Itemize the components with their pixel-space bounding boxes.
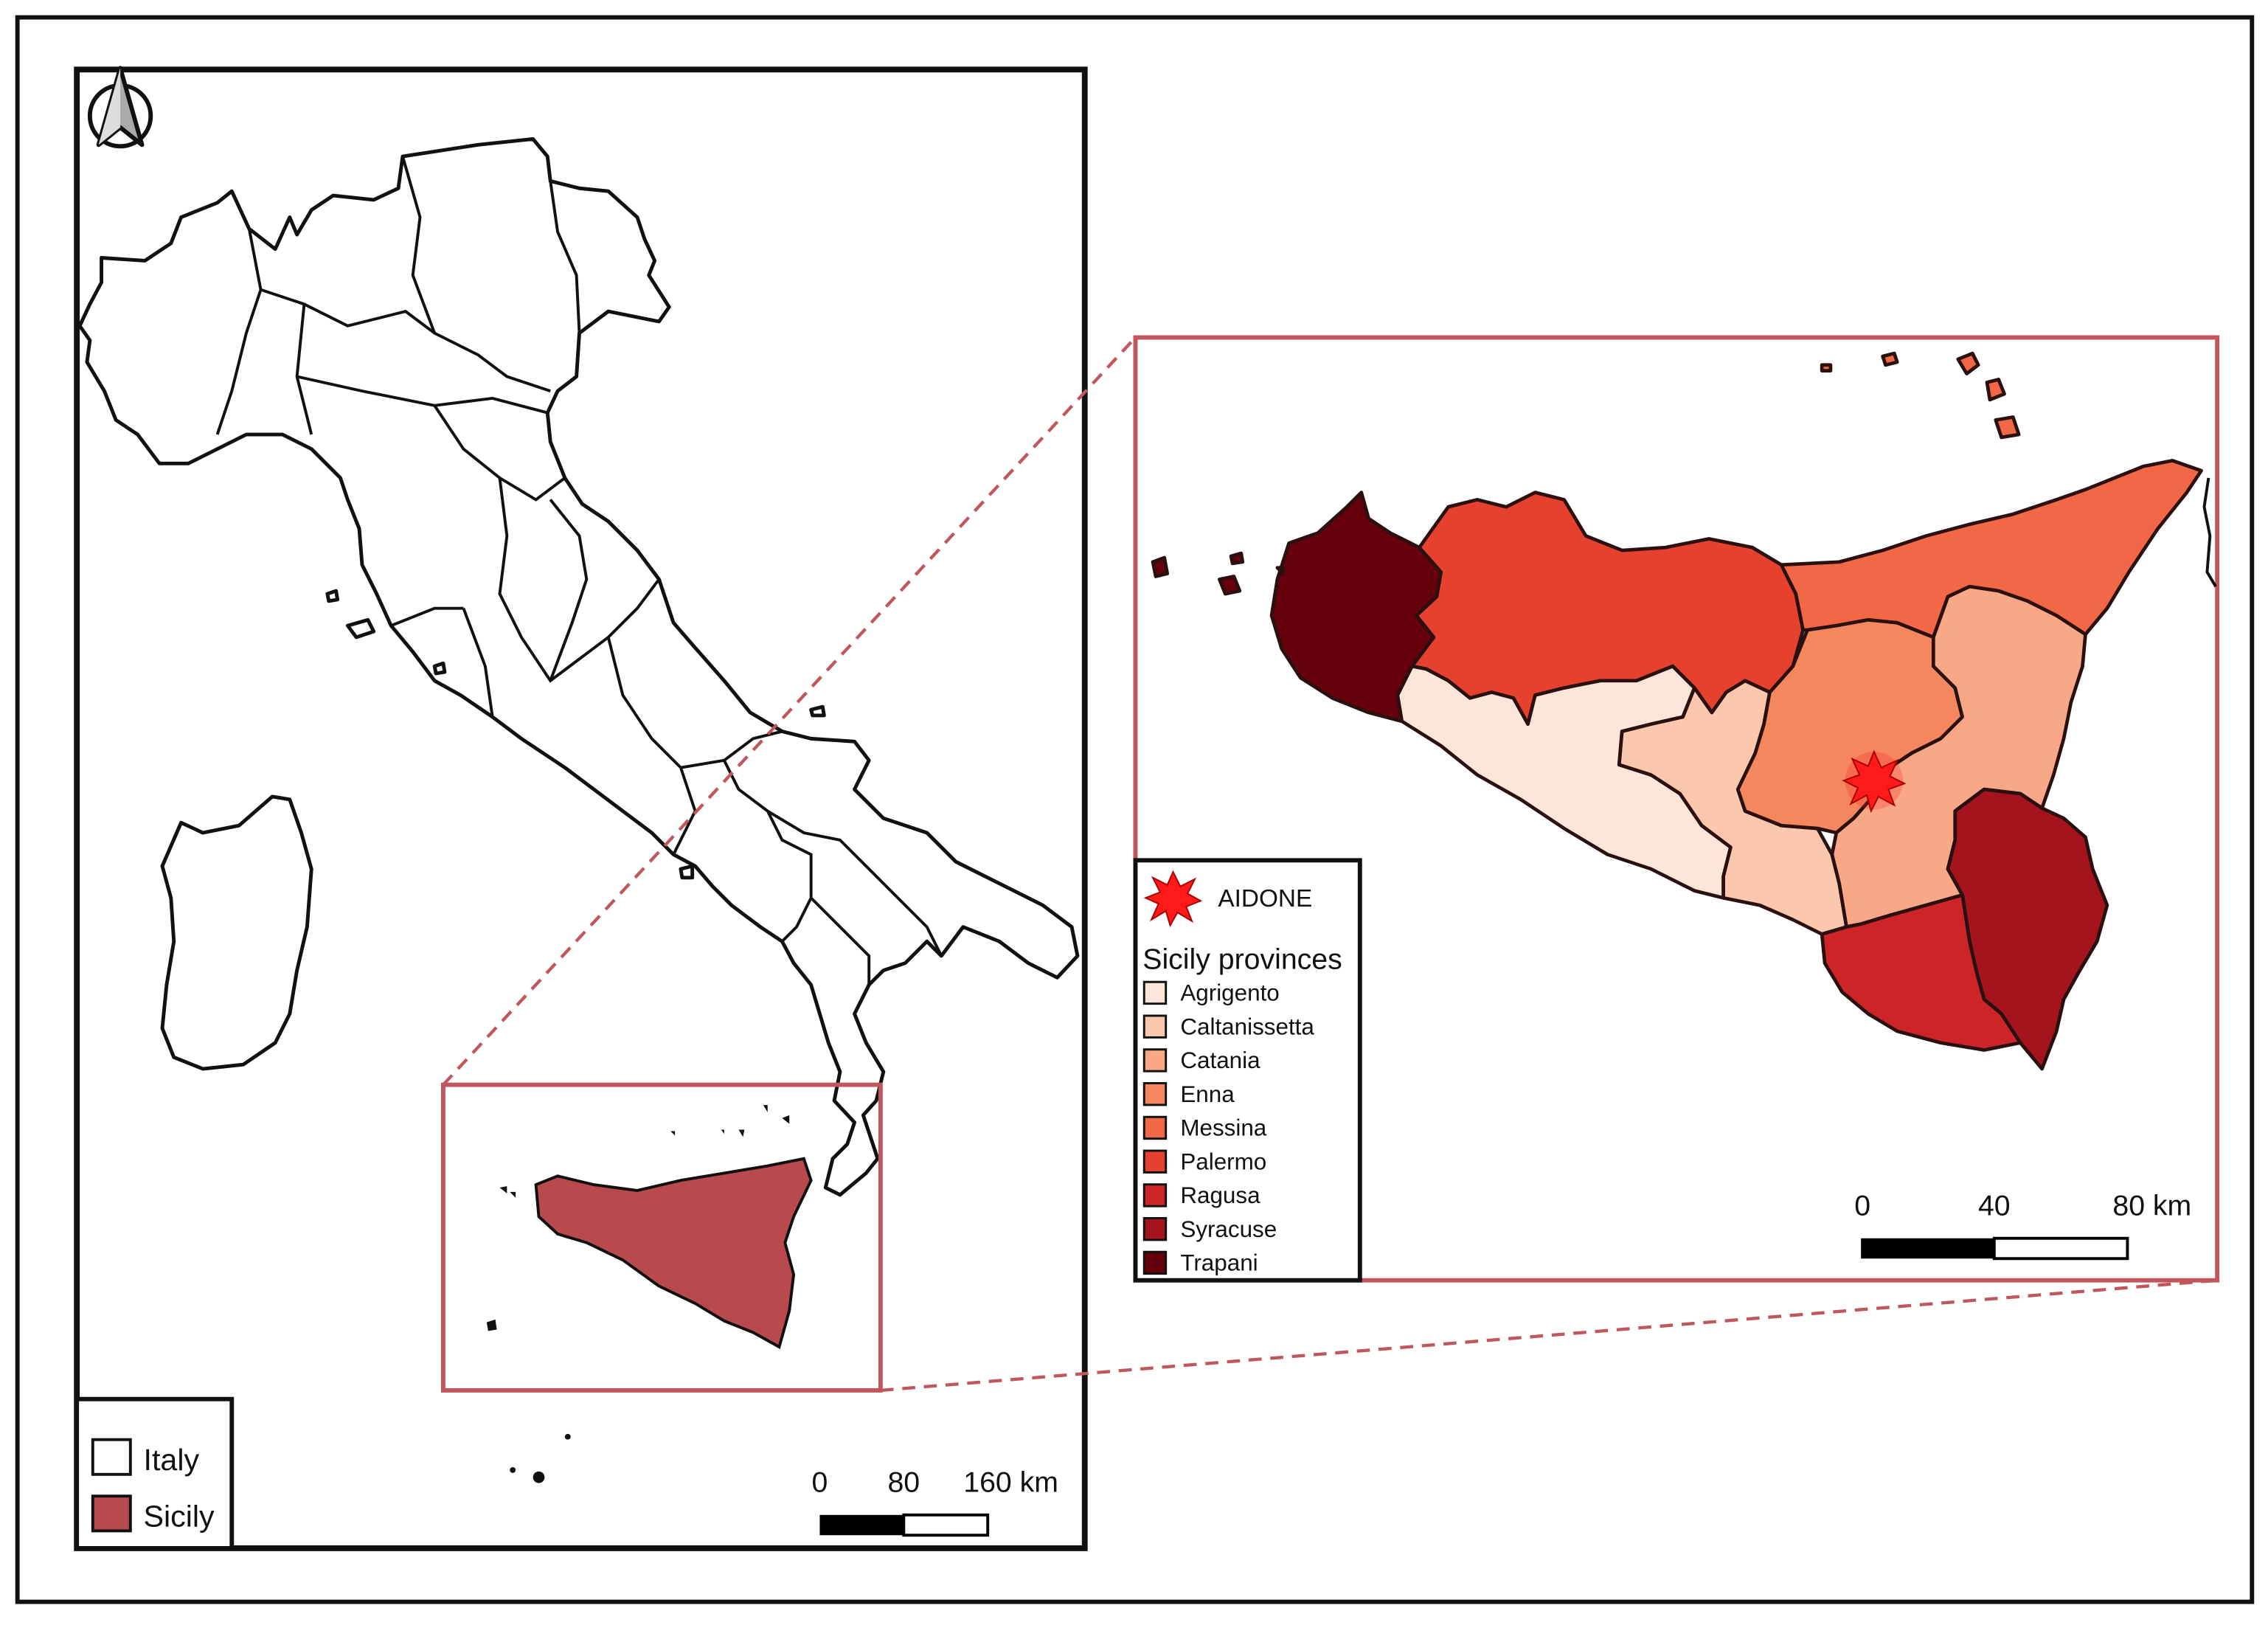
legend-swatch-italy [91, 1438, 132, 1476]
sicily-scale-bar: 0 40 80 km [1854, 1189, 2191, 1261]
legend-label-messina: Messina [1180, 1115, 1266, 1141]
leader-line-bottom [880, 1278, 2218, 1393]
sicily-map-frame [1133, 335, 2220, 1283]
aeolian-islands [1820, 351, 2021, 440]
legend-marker-aidone [1143, 870, 1203, 928]
aidone-marker [1842, 749, 1907, 814]
province-ragusa [1820, 893, 2022, 1052]
malta-island [533, 1471, 545, 1483]
legend-swatch-enna [1142, 1081, 1168, 1106]
sardinia [160, 794, 313, 1071]
scale-segment-black [1861, 1238, 1994, 1259]
sicily-legend-box [1133, 858, 1362, 1283]
scale-label-40: 40 [1978, 1189, 2011, 1222]
legend-swatch-syracuse [1142, 1216, 1168, 1241]
sicily-legend: AIDONE Sicily provinces Agrigento Caltani… [1133, 858, 1362, 1283]
legend-swatch-messina [1142, 1115, 1168, 1140]
north-arrow-icon [87, 66, 153, 149]
legend-label-enna: Enna [1180, 1081, 1235, 1107]
legend-label-agrigento: Agrigento [1180, 980, 1279, 1006]
legend-title: Sicily provinces [1142, 943, 1342, 976]
scale-label-80: 80 [887, 1466, 920, 1498]
italy-scale-bar: 0 80 160 km [812, 1466, 1058, 1537]
scale-label-160: 160 km [963, 1466, 1058, 1498]
legend-swatch-catania [1142, 1048, 1168, 1073]
legend-label-palermo: Palermo [1180, 1148, 1266, 1174]
scale-segment-black [819, 1514, 904, 1536]
legend-label-sicily: Sicily [143, 1499, 215, 1533]
legend-label-ragusa: Ragusa [1180, 1182, 1260, 1208]
italy-map [77, 137, 1080, 1483]
italy-map-frame [74, 66, 1088, 1551]
scale-label-0: 0 [1854, 1189, 1870, 1222]
sicily-locator-frame [440, 1082, 883, 1393]
legend-label-trapani: Trapani [1180, 1250, 1258, 1276]
legend-label-aidone: AIDONE [1218, 885, 1312, 912]
legend-swatch-agrigento [1142, 980, 1168, 1005]
calabria-edge [2202, 477, 2217, 588]
egadi-islands [1151, 551, 1286, 596]
province-legend-list: Agrigento Caltanissetta Catania Enna Messina… [1142, 980, 1314, 1276]
legend-swatch-sicily [91, 1494, 132, 1533]
legend-label-italy: Italy [143, 1443, 199, 1477]
legend-swatch-ragusa [1142, 1183, 1168, 1208]
scale-label-80: 80 km [2112, 1189, 2191, 1222]
sicily-highlight [534, 1157, 813, 1349]
scale-segment-white [902, 1513, 990, 1537]
tuscan-islands [325, 589, 826, 880]
legend-swatch-palermo [1142, 1149, 1168, 1174]
legend-swatch-caltanissetta [1142, 1014, 1168, 1039]
legend-label-catania: Catania [1180, 1047, 1260, 1073]
legend-label-caltanissetta: Caltanissetta [1180, 1014, 1314, 1039]
leader-line-top [442, 336, 1137, 1087]
scale-segment-white [1992, 1236, 2129, 1261]
italy-region-borders [215, 156, 943, 985]
legend-label-syracuse: Syracuse [1180, 1216, 1277, 1242]
red-star-burst-icon [1842, 749, 1907, 814]
legend-swatch-trapani [1142, 1250, 1168, 1275]
red-star-burst-icon [1143, 870, 1203, 928]
small-island [564, 1433, 571, 1440]
scale-label-0: 0 [812, 1466, 828, 1498]
small-island [510, 1466, 516, 1473]
italy-legend: Italy Sicily [74, 1396, 235, 1550]
sicily-provinces-map [1151, 351, 2217, 1071]
